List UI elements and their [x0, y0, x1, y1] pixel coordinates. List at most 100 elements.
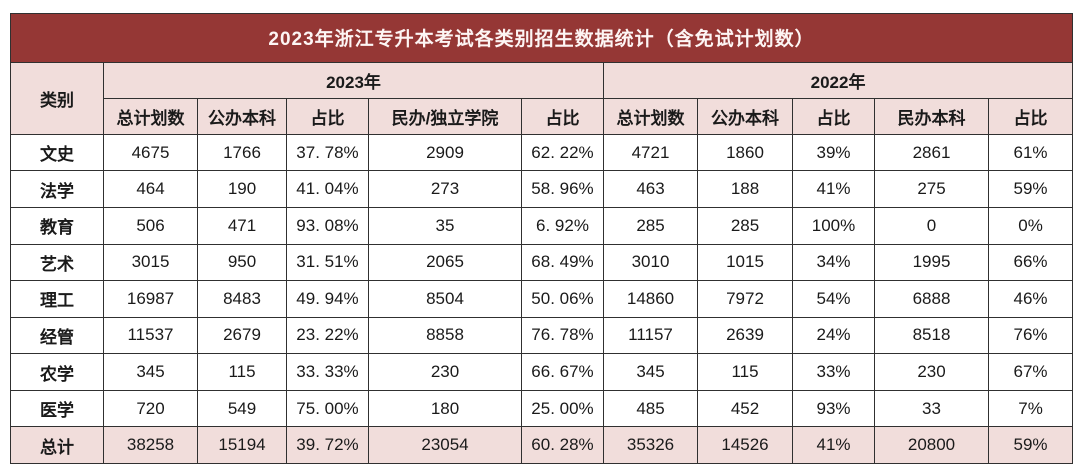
- enrollment-statistics-table: 2023年浙江专升本考试各类别招生数据统计（含免试计划数） 类别 2023年 2…: [9, 13, 1074, 464]
- cell-2023-public-ratio: 23. 22%: [286, 316, 369, 355]
- cell-2022-private-ratio: 0%: [987, 207, 1074, 245]
- table-row: 医学 720 549 75. 00% 180 25. 00% 485 452 9…: [10, 389, 1074, 428]
- cell-2023-public-ratio: 41. 04%: [286, 170, 369, 208]
- cell-2022-private: 8518: [874, 316, 989, 355]
- year-group-header-row: 类别 2023年 2022年: [10, 61, 1074, 135]
- cell-2022-public-ratio: 24%: [792, 316, 875, 355]
- cell-2022-private: 20800: [874, 426, 989, 464]
- table-row: 文史 4675 1766 37. 78% 2909 62. 22% 4721 1…: [10, 133, 1074, 172]
- col-header-2022-private: 民办本科: [874, 98, 989, 135]
- cell-2023-private: 273: [368, 170, 522, 208]
- table-row: 法学 464 190 41. 04% 273 58. 96% 463 188 4…: [10, 170, 1074, 208]
- row-category-label: 艺术: [10, 243, 104, 282]
- cell-2023-private-ratio: 66. 67%: [521, 353, 604, 391]
- cell-2022-total-plan: 14860: [603, 280, 698, 318]
- cell-2023-public-ratio: 31. 51%: [286, 243, 369, 282]
- cell-2022-private: 2861: [874, 133, 989, 172]
- cell-2022-private-ratio: 67%: [987, 353, 1074, 391]
- statistics-table-container: 2023年浙江专升本考试各类别招生数据统计（含免试计划数） 类别 2023年 2…: [9, 13, 1074, 464]
- cell-2023-private-ratio: 60. 28%: [521, 426, 604, 464]
- row-category-label: 理工: [10, 280, 104, 318]
- cell-2023-total-plan: 3015: [103, 243, 198, 282]
- cell-2022-private-ratio: 66%: [987, 243, 1074, 282]
- cell-2022-total-plan: 345: [603, 353, 698, 391]
- cell-2022-total-plan: 11157: [603, 316, 698, 355]
- cell-2023-private-ratio: 62. 22%: [521, 133, 604, 172]
- cell-2022-private-ratio: 46%: [987, 280, 1074, 318]
- cell-2022-public-ratio: 41%: [792, 170, 875, 208]
- cell-2023-private: 23054: [368, 426, 522, 464]
- cell-2023-public: 8483: [197, 280, 287, 318]
- cell-2022-public: 14526: [697, 426, 793, 464]
- cell-2023-total-plan: 720: [103, 389, 198, 428]
- cell-2022-private: 275: [874, 170, 989, 208]
- cell-2022-public-ratio: 54%: [792, 280, 875, 318]
- cell-2023-public: 190: [197, 170, 287, 208]
- cell-2022-private-ratio: 59%: [987, 426, 1074, 464]
- cell-2022-total-plan: 463: [603, 170, 698, 208]
- table-body: 文史 4675 1766 37. 78% 2909 62. 22% 4721 1…: [10, 133, 1074, 464]
- cell-2022-total-plan: 4721: [603, 133, 698, 172]
- cell-2022-private: 1995: [874, 243, 989, 282]
- cell-2022-private: 0: [874, 207, 989, 245]
- cell-2022-private-ratio: 76%: [987, 316, 1074, 355]
- col-header-2023-public: 公办本科: [197, 98, 287, 135]
- cell-2022-public: 2639: [697, 316, 793, 355]
- cell-2023-public: 1766: [197, 133, 287, 172]
- cell-2023-public-ratio: 33. 33%: [286, 353, 369, 391]
- cell-2022-public-ratio: 33%: [792, 353, 875, 391]
- row-category-label: 法学: [10, 170, 104, 208]
- cell-2022-private-ratio: 61%: [987, 133, 1074, 172]
- cell-2022-public-ratio: 93%: [792, 389, 875, 428]
- table-row: 经管 11537 2679 23. 22% 8858 76. 78% 11157…: [10, 316, 1074, 355]
- col-header-2023-private-ratio: 占比: [521, 98, 604, 135]
- col-header-2023-private: 民办/独立学院: [368, 98, 522, 135]
- cell-2023-private-ratio: 25. 00%: [521, 389, 604, 428]
- cell-2022-total-plan: 485: [603, 389, 698, 428]
- row-category-label: 经管: [10, 316, 104, 355]
- row-category-label: 总计: [10, 426, 104, 464]
- row-category-label: 医学: [10, 389, 104, 428]
- cell-2023-total-plan: 345: [103, 353, 198, 391]
- cell-2023-total-plan: 38258: [103, 426, 198, 464]
- cell-2023-public-ratio: 75. 00%: [286, 389, 369, 428]
- col-header-2022-public: 公办本科: [697, 98, 793, 135]
- cell-2022-public: 7972: [697, 280, 793, 318]
- cell-2022-public: 1860: [697, 133, 793, 172]
- cell-2022-private-ratio: 7%: [987, 389, 1074, 428]
- category-column-header: 类别: [10, 61, 104, 135]
- cell-2023-private: 35: [368, 207, 522, 245]
- year-2023-group-header: 2023年: [103, 61, 604, 100]
- col-header-2022-private-ratio: 占比: [987, 98, 1074, 135]
- cell-2023-public-ratio: 49. 94%: [286, 280, 369, 318]
- cell-2022-private: 33: [874, 389, 989, 428]
- cell-2023-total-plan: 506: [103, 207, 198, 245]
- cell-2023-total-plan: 11537: [103, 316, 198, 355]
- cell-2023-private: 2909: [368, 133, 522, 172]
- cell-2023-private: 180: [368, 389, 522, 428]
- row-category-label: 教育: [10, 207, 104, 245]
- cell-2023-total-plan: 16987: [103, 280, 198, 318]
- cell-2023-private-ratio: 68. 49%: [521, 243, 604, 282]
- cell-2023-public: 549: [197, 389, 287, 428]
- row-category-label: 文史: [10, 133, 104, 172]
- cell-2022-private-ratio: 59%: [987, 170, 1074, 208]
- col-header-2022-public-ratio: 占比: [792, 98, 875, 135]
- col-header-2022-total-plan: 总计划数: [603, 98, 698, 135]
- col-header-2023-public-ratio: 占比: [286, 98, 369, 135]
- cell-2023-public: 115: [197, 353, 287, 391]
- cell-2023-private: 230: [368, 353, 522, 391]
- cell-2022-public: 115: [697, 353, 793, 391]
- cell-2023-public-ratio: 37. 78%: [286, 133, 369, 172]
- cell-2022-public-ratio: 39%: [792, 133, 875, 172]
- cell-2022-public: 188: [697, 170, 793, 208]
- table-row-total: 总计 38258 15194 39. 72% 23054 60. 28% 353…: [10, 426, 1074, 464]
- cell-2023-public-ratio: 93. 08%: [286, 207, 369, 245]
- cell-2023-private-ratio: 76. 78%: [521, 316, 604, 355]
- cell-2023-private-ratio: 6. 92%: [521, 207, 604, 245]
- cell-2022-public-ratio: 100%: [792, 207, 875, 245]
- cell-2023-private-ratio: 58. 96%: [521, 170, 604, 208]
- cell-2023-public: 950: [197, 243, 287, 282]
- cell-2022-public: 1015: [697, 243, 793, 282]
- cell-2022-private: 6888: [874, 280, 989, 318]
